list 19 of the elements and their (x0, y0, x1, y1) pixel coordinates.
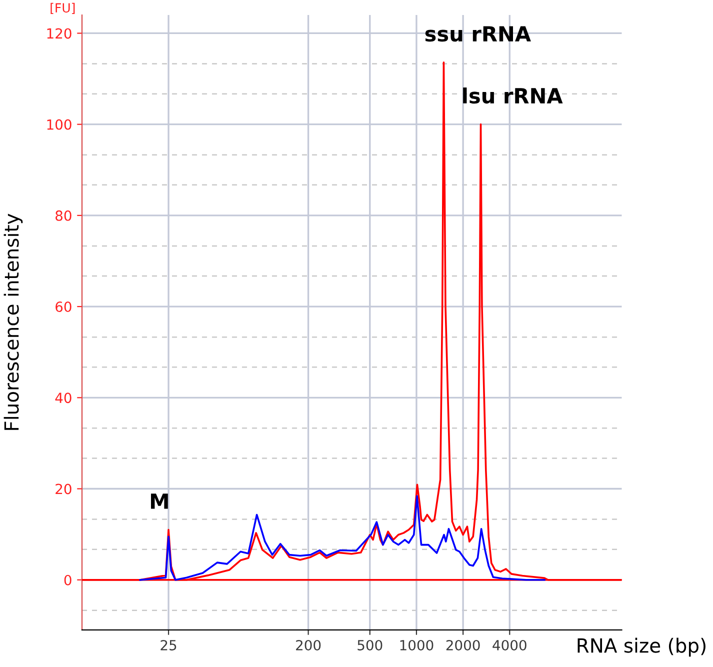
x-tick-label: 25 (160, 640, 176, 650)
text: [FU] (50, 2, 75, 14)
y-axis-title: Fluorescence intensity (4, 214, 23, 430)
x-tick-label: 200 (296, 640, 321, 650)
y-tick-label: 100 (47, 119, 72, 130)
x-tick-label: 2000 (446, 640, 480, 650)
y-tick-label: 120 (47, 28, 72, 39)
y-tick-label: 80 (56, 210, 72, 221)
annotation: M (150, 494, 168, 509)
annotation: ssu rRNA (425, 26, 531, 42)
x-tick-label: 500 (358, 640, 382, 650)
y-tick-label: 20 (56, 484, 72, 494)
y-tick-label: 40 (55, 392, 72, 404)
x-axis-title: RNA size (bp) (578, 638, 706, 657)
y-tick-label: 60 (56, 302, 72, 312)
x-tick-label: 1000 (400, 640, 434, 650)
y-tick-label: 0 (64, 574, 72, 586)
x-tick-label: 4000 (492, 640, 526, 650)
annotation: lsu rRNA (463, 88, 563, 104)
